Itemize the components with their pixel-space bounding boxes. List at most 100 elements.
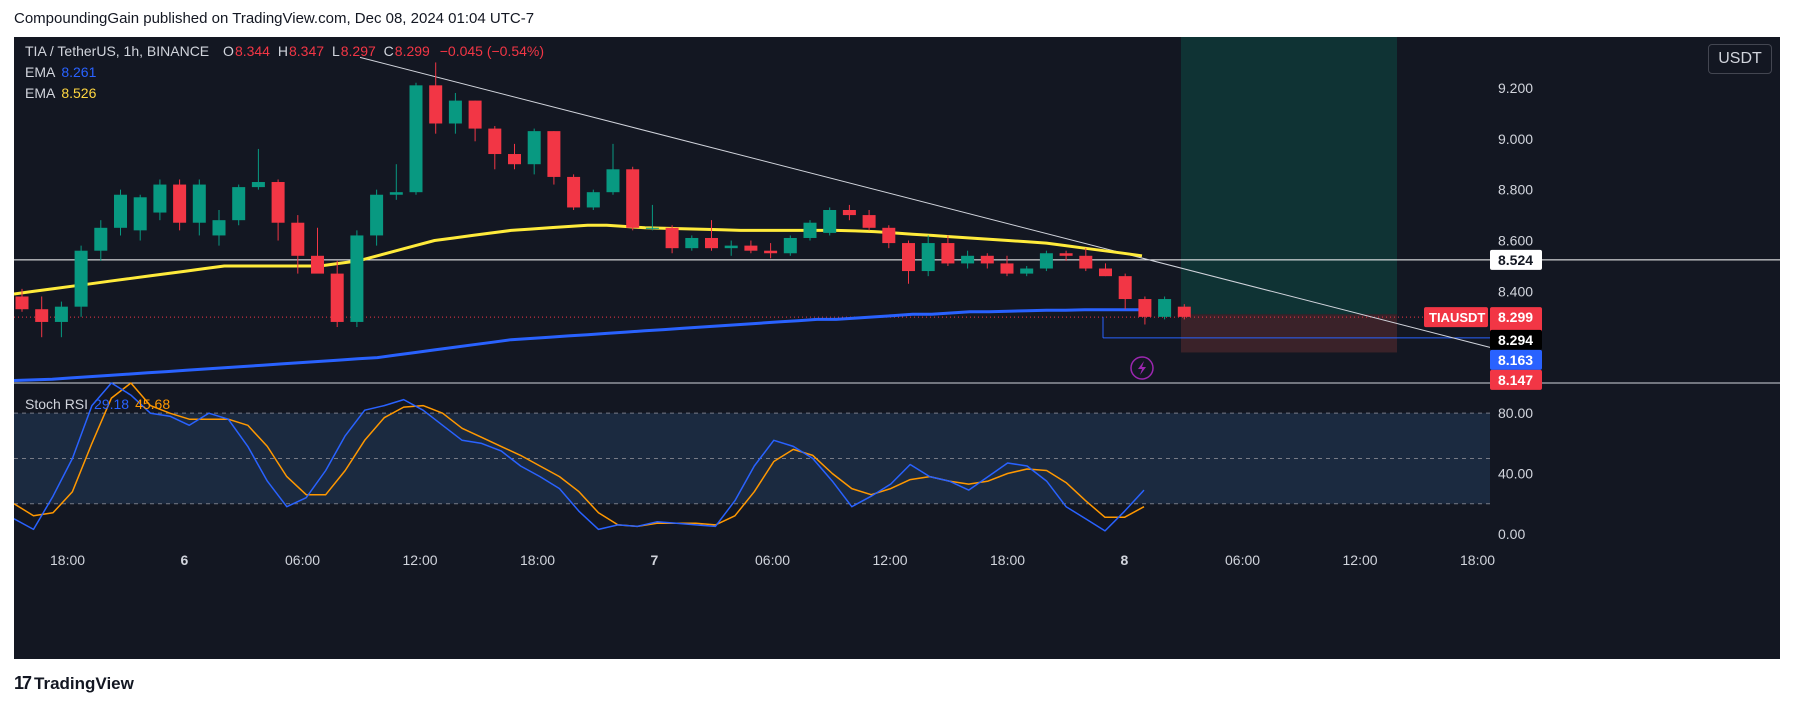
candle-up[interactable] (133, 197, 147, 231)
candle-down[interactable] (567, 176, 581, 208)
currency-button[interactable]: USDT (1708, 44, 1772, 74)
candle-down[interactable] (764, 250, 778, 254)
open-value: 8.344 (234, 43, 270, 59)
candle-down[interactable] (1099, 268, 1112, 277)
close-label: C (383, 43, 394, 59)
candle-down[interactable] (1138, 299, 1152, 317)
candle-down[interactable] (468, 100, 482, 129)
candle-up[interactable] (114, 194, 127, 228)
candle-down[interactable] (547, 131, 561, 177)
low-label: L (331, 43, 340, 59)
candle-down[interactable] (941, 243, 955, 264)
price-tick-label: 8.600 (1498, 233, 1533, 249)
candle-up[interactable] (389, 192, 403, 195)
candle-up[interactable] (685, 237, 699, 249)
time-tick-label: 06:00 (1225, 552, 1260, 568)
candle-down[interactable] (1118, 276, 1132, 300)
candle-up[interactable] (350, 235, 364, 322)
candle-down[interactable] (902, 243, 915, 272)
open-label: O (223, 43, 234, 59)
candle-down[interactable] (705, 237, 718, 249)
candle-down[interactable] (311, 255, 324, 274)
candle-up[interactable] (606, 169, 620, 193)
candle-up[interactable] (232, 187, 246, 221)
candle-up[interactable] (370, 194, 384, 236)
candle-up[interactable] (783, 237, 797, 254)
candle-down[interactable] (508, 154, 521, 165)
candle-down[interactable] (842, 210, 856, 216)
candle-up[interactable] (409, 85, 423, 193)
candle-down[interactable] (173, 184, 187, 223)
ema-fast-value: 8.261 (61, 64, 97, 80)
time-tick-label: 06:00 (755, 552, 790, 568)
candle-up[interactable] (1158, 299, 1172, 317)
close-value: 8.299 (394, 43, 430, 59)
candle-up[interactable] (803, 222, 817, 238)
stop-price-label: 8.147 (1498, 372, 1533, 388)
candle-up[interactable] (527, 131, 541, 165)
candle-down[interactable] (1059, 253, 1073, 256)
chart-svg[interactable]: 9.200 9.000 8.800 8.600 8.400 80.00 40.00 0.00 8… (14, 37, 1780, 659)
ema-fast-price-label: 8.163 (1498, 352, 1533, 368)
candle-down[interactable] (862, 215, 876, 228)
candle-down[interactable] (665, 227, 679, 249)
candle-down[interactable] (1000, 263, 1014, 274)
candle-down[interactable] (1177, 306, 1191, 317)
chart-frame[interactable]: 9.200 9.000 8.800 8.600 8.400 80.00 40.00 0.00 8… (14, 37, 1780, 659)
stop-price-label-bg (1490, 369, 1542, 390)
stoch-tick-label: 0.00 (1498, 526, 1525, 542)
stoch-rsi-legend[interactable]: Stoch RSI 29.18 45.68 (25, 396, 170, 412)
candle-up[interactable] (961, 255, 975, 264)
candle-down[interactable] (15, 296, 29, 310)
ema-slow-value: 8.526 (61, 85, 97, 101)
time-tick-label: 12:00 (1343, 552, 1378, 568)
candle-down[interactable] (429, 85, 443, 124)
candle-down[interactable] (1079, 255, 1093, 269)
candle-up[interactable] (153, 184, 167, 213)
price-tick-label: 8.400 (1498, 283, 1533, 299)
lightning-icon[interactable] (1130, 356, 1154, 380)
candle-down[interactable] (271, 182, 285, 223)
candle-down[interactable] (882, 227, 896, 244)
candle-up[interactable] (74, 250, 88, 307)
stoch-k-line (14, 382, 1145, 532)
ema-fast-legend[interactable]: EMA 8.261 (25, 64, 96, 80)
candle-up[interactable] (54, 306, 68, 322)
candle-up[interactable] (823, 210, 837, 233)
footer-brand[interactable]: 17 TradingView (14, 673, 134, 694)
candle-up[interactable] (1020, 268, 1034, 274)
time-tick-label: 7 (651, 552, 659, 568)
candle-up[interactable] (645, 227, 659, 229)
candle-up[interactable] (921, 243, 935, 272)
position-stop-zone (1181, 314, 1397, 353)
stoch-d-value: 45.68 (135, 396, 171, 412)
last-price-label: 8.299 (1498, 309, 1533, 325)
candle-up[interactable] (251, 182, 265, 188)
candle-down[interactable] (35, 309, 49, 322)
candle-down[interactable] (291, 222, 305, 256)
trendline[interactable] (359, 56, 1491, 348)
ema-slow-legend[interactable]: EMA 8.526 (25, 85, 96, 101)
time-tick-label: 18:00 (990, 552, 1025, 568)
candle-up[interactable] (586, 192, 600, 208)
candle-down[interactable] (488, 128, 502, 155)
low-value: 8.297 (340, 43, 376, 59)
ema-fast-label: EMA (25, 64, 56, 80)
candle-up[interactable] (724, 245, 738, 249)
candle-up[interactable] (212, 220, 226, 236)
candle-down[interactable] (330, 273, 344, 322)
candle-up[interactable] (1039, 253, 1053, 269)
time-tick-label: 12:00 (873, 552, 908, 568)
stoch-d-line (14, 382, 1145, 528)
candle-up[interactable] (192, 184, 206, 223)
candle-down[interactable] (626, 169, 640, 228)
ticker-tag-bg (1424, 307, 1488, 328)
level-price-label-bg (1490, 329, 1542, 350)
stoch-label: Stoch RSI (25, 396, 89, 412)
hline-price-label-bg (1490, 249, 1542, 270)
candle-up[interactable] (94, 227, 108, 251)
stoch-tick-label: 80.00 (1498, 405, 1533, 421)
candle-down[interactable] (980, 255, 994, 264)
candle-up[interactable] (448, 100, 462, 124)
candle-down[interactable] (744, 245, 758, 251)
